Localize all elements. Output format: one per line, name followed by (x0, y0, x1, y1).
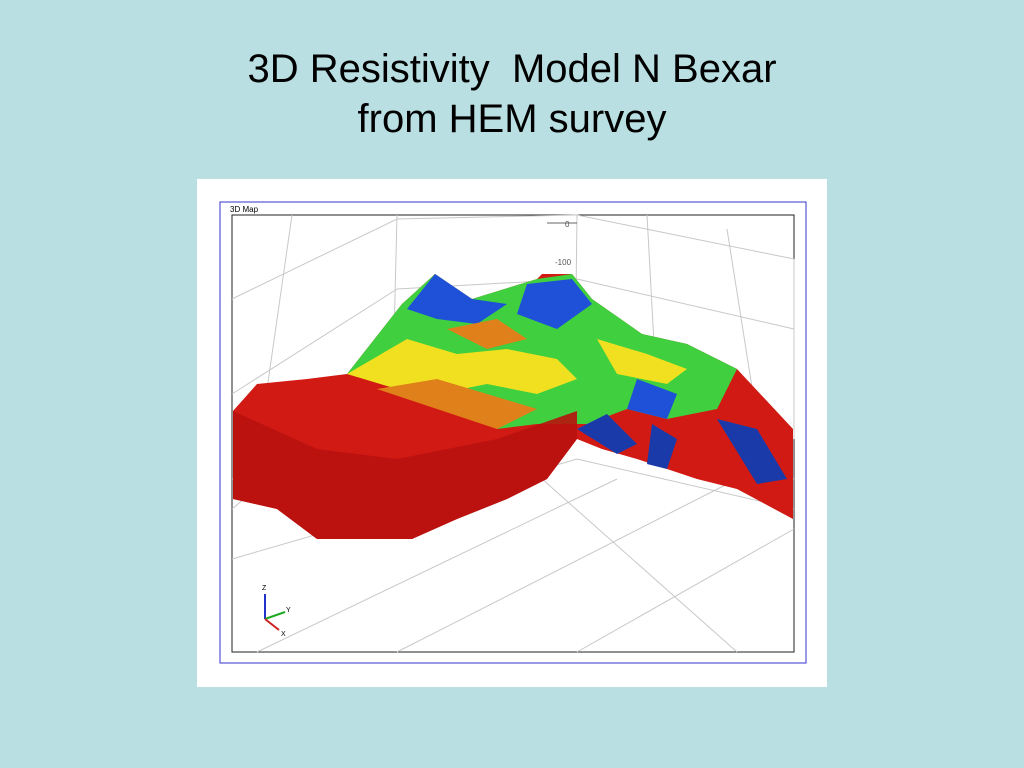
axis-label: Z (262, 585, 267, 592)
title-line: from HEM survey (357, 97, 667, 141)
panel-label: 3D Map (230, 205, 259, 214)
axis-gizmo: Z Y X (262, 585, 291, 638)
resistivity-model (233, 274, 793, 539)
axis-label: Y (286, 607, 291, 614)
title-line: 3D Resistivity Model N Bexar (247, 47, 777, 91)
slide-title: 3D Resistivity Model N Bexar from HEM sur… (0, 44, 1024, 144)
depth-label: 0 (565, 220, 570, 229)
figure: 3D Map 0 -100 Z Y X (197, 179, 827, 687)
axis-label: X (281, 631, 286, 638)
depth-label: -100 (555, 258, 572, 267)
